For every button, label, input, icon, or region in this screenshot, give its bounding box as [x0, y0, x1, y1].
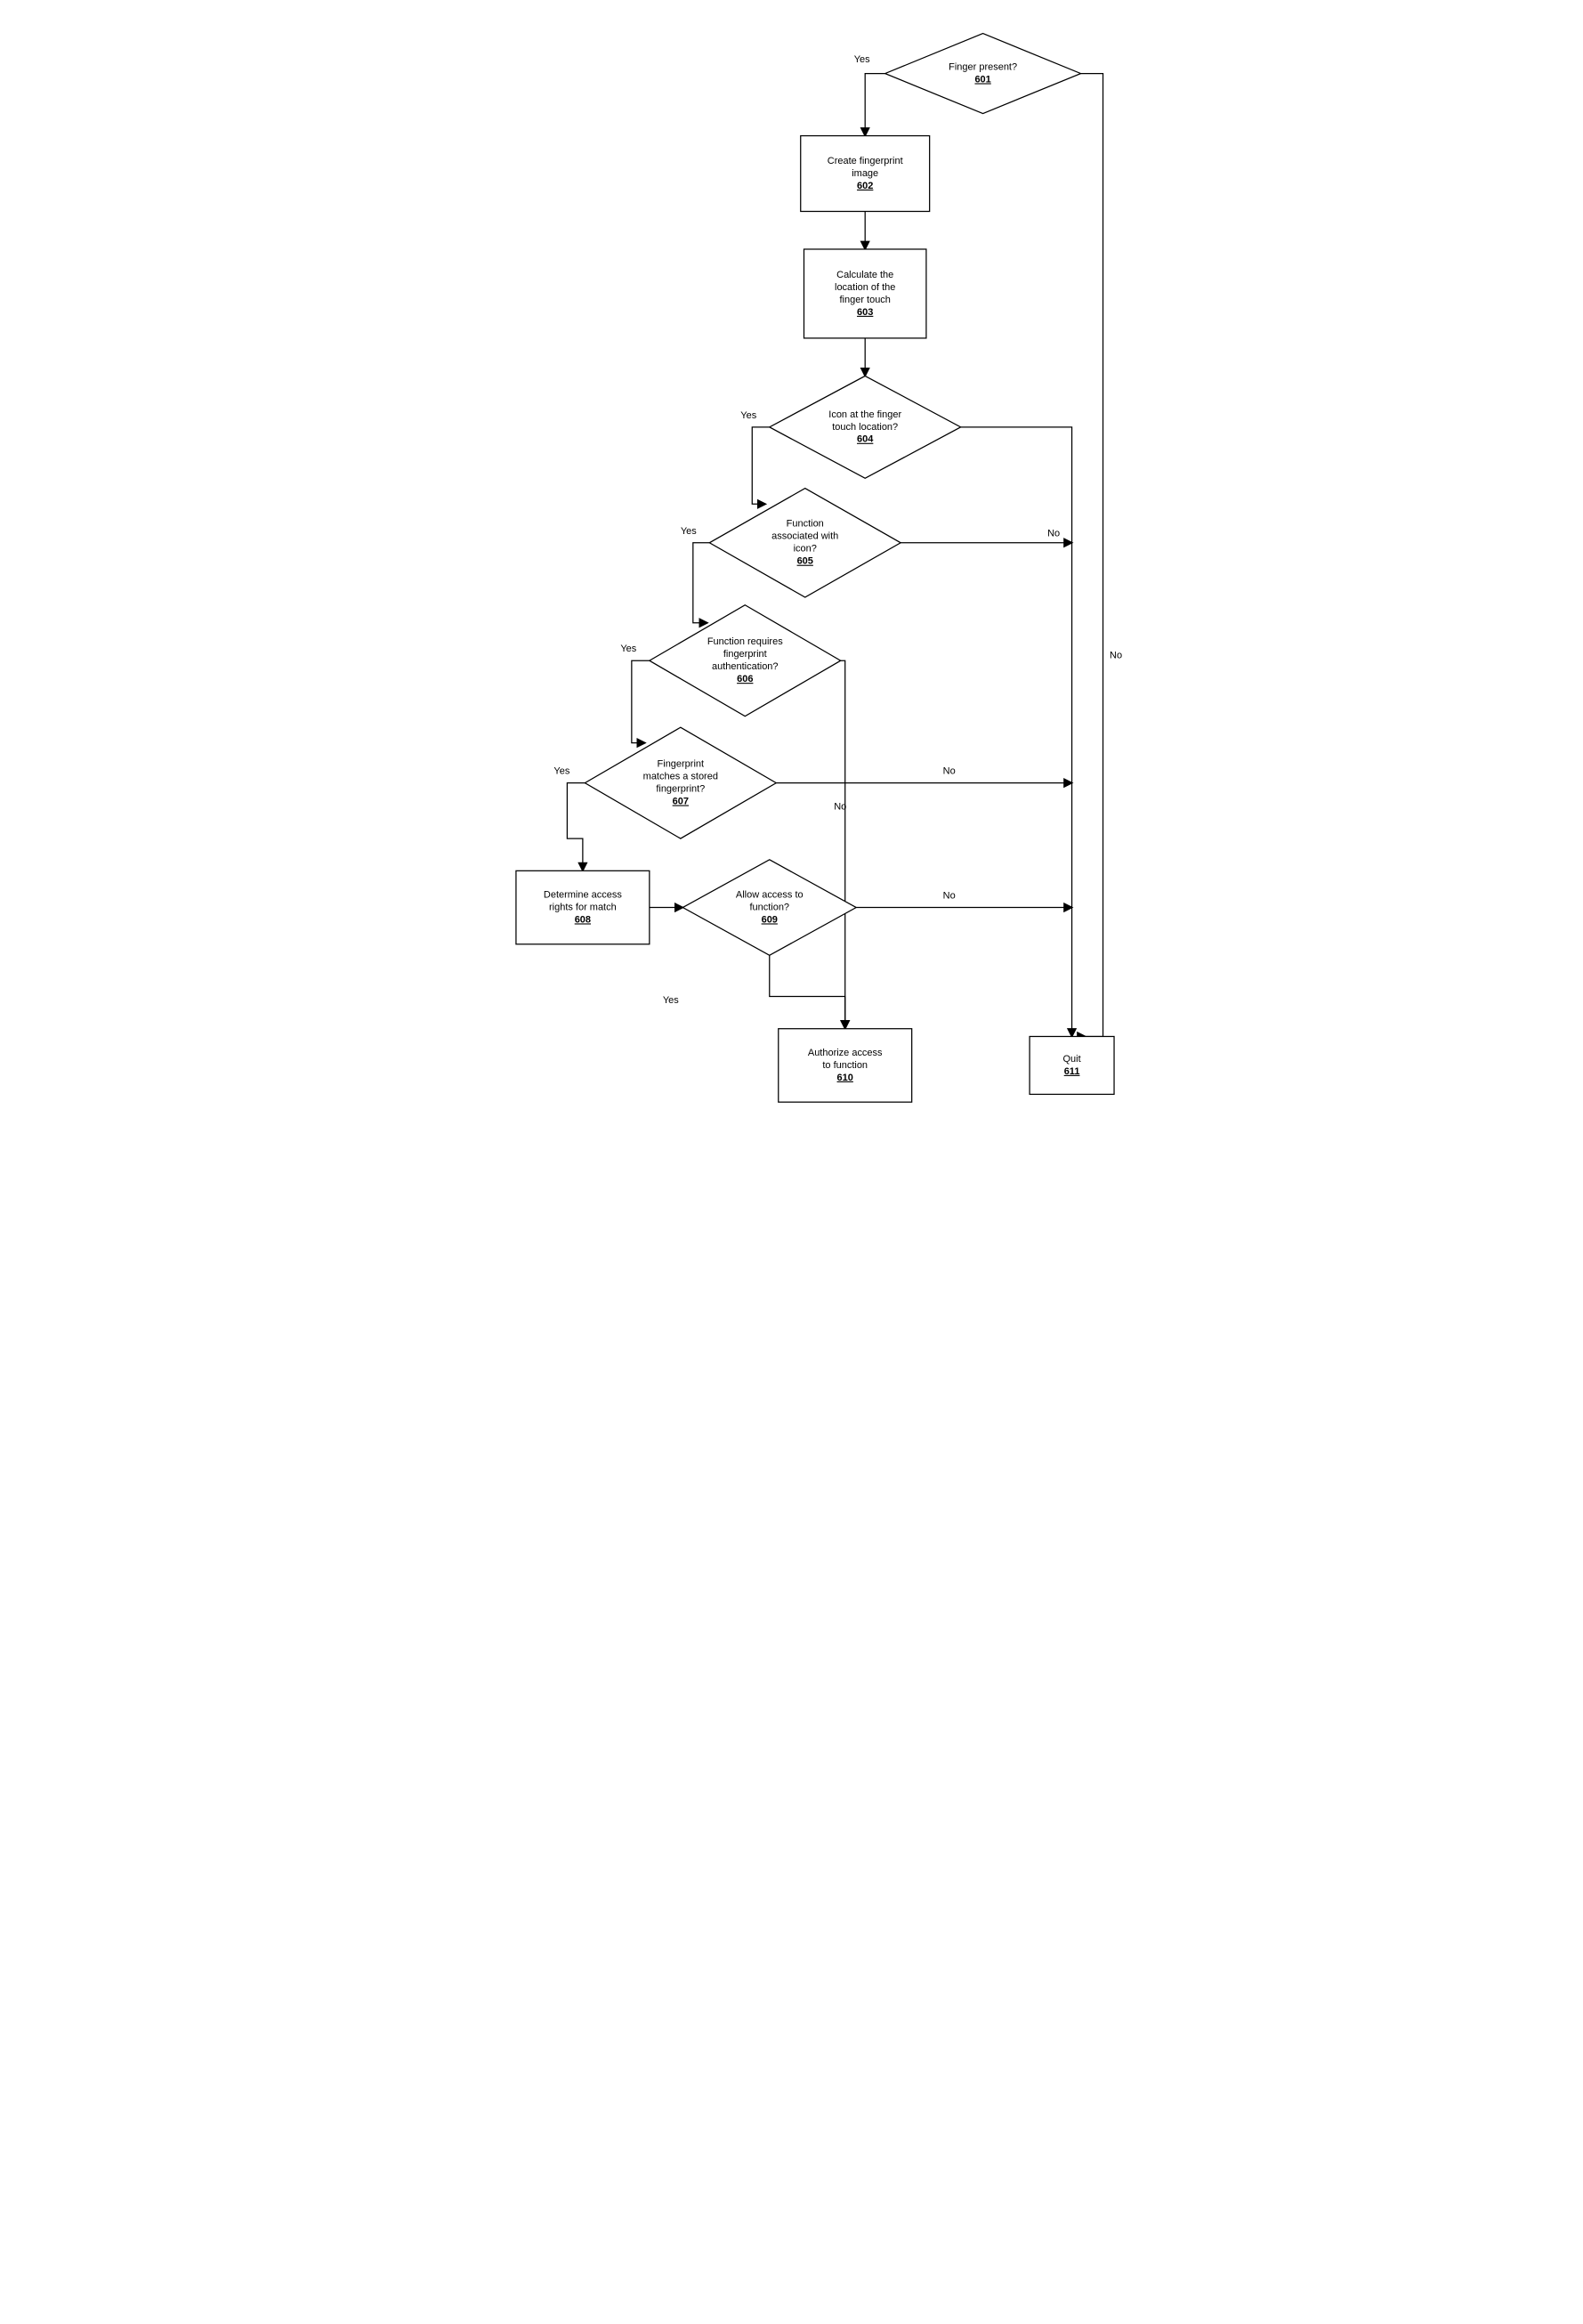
edge-9	[770, 955, 845, 1028]
node-ref: 607	[673, 797, 689, 807]
edge-label: Yes	[663, 995, 679, 1006]
node-ref: 601	[974, 74, 990, 85]
edge-0	[865, 74, 884, 136]
edge-label: No	[1047, 528, 1060, 538]
node-608: Determine access rights for match 608	[516, 870, 650, 943]
node-603: Calculate the location of the finger touch…	[804, 249, 925, 338]
node-text: Allow access to	[736, 889, 804, 900]
node-601: Finger present? 601	[885, 34, 1081, 114]
node-text: image	[852, 168, 878, 179]
node-ref: 602	[857, 181, 873, 191]
node-609: Allow access to function? 609	[682, 860, 856, 955]
edge-label: No	[834, 802, 846, 813]
node-text: Function	[787, 519, 824, 530]
edge-10	[1081, 74, 1103, 1037]
node-text: Determine access	[544, 889, 622, 900]
edge-label: Yes	[681, 526, 697, 537]
node-text: rights for match	[549, 902, 617, 912]
node-ref: 606	[737, 674, 753, 684]
edge-label: No	[943, 891, 956, 902]
edge-5	[632, 660, 650, 742]
edge-4	[693, 543, 709, 623]
node-text: matches a stored	[643, 772, 718, 782]
node-ref: 605	[797, 556, 813, 567]
node-text: Fingerprint	[658, 759, 705, 770]
edge-label: Yes	[740, 410, 756, 421]
node-text: icon?	[794, 544, 817, 555]
node-text: fingerprint?	[656, 784, 705, 795]
node-text: touch location?	[832, 422, 898, 433]
node-ref: 604	[857, 434, 874, 445]
node-text: to function	[822, 1060, 868, 1071]
node-text: function?	[749, 902, 789, 912]
node-604: Icon at the finger touch location?604	[770, 376, 961, 478]
node-text: Authorize access	[808, 1048, 883, 1058]
node-607: Fingerprint matches a stored fingerprint? 6…	[585, 727, 776, 838]
node-text: Finger present?	[949, 61, 1017, 72]
node-ref: 603	[857, 307, 873, 318]
edge-label: Yes	[620, 644, 636, 654]
edge-label: Yes	[553, 766, 569, 777]
edge-label: No	[1110, 651, 1122, 661]
edge-11	[961, 427, 1072, 1037]
node-text: Create fingerprint	[828, 156, 903, 166]
node-text: authentication?	[712, 661, 779, 672]
node-text: Function requires	[707, 636, 783, 647]
node-text: associated with	[771, 531, 838, 542]
edge-label: No	[943, 766, 956, 777]
edge-6	[567, 783, 585, 870]
node-text: location of the	[835, 282, 895, 293]
node-text: Quit	[1062, 1054, 1080, 1065]
node-ref: 608	[575, 914, 591, 925]
edge-3	[752, 427, 769, 504]
edge-label: Yes	[854, 54, 870, 65]
node-text: Icon at the finger	[828, 409, 901, 420]
node-text: finger touch	[840, 295, 891, 305]
flowchart-canvas: Finger present? 601 Create fingerprint imag…	[396, 18, 1187, 1179]
node-text: Calculate the	[836, 270, 893, 280]
node-ref: 609	[762, 914, 778, 925]
node-610: Authorize access to function 610	[779, 1029, 912, 1102]
node-606: Function requires fingerprintauthenticati…	[650, 605, 841, 717]
node-605: Functionassociated with icon?605	[709, 489, 901, 597]
node-611: Quit611	[1030, 1036, 1114, 1094]
node-ref: 611	[1064, 1066, 1080, 1077]
node-ref: 610	[837, 1073, 853, 1083]
edge-8	[841, 660, 845, 1028]
node-602: Create fingerprint image 602	[801, 136, 930, 212]
node-text: fingerprint	[723, 649, 767, 660]
